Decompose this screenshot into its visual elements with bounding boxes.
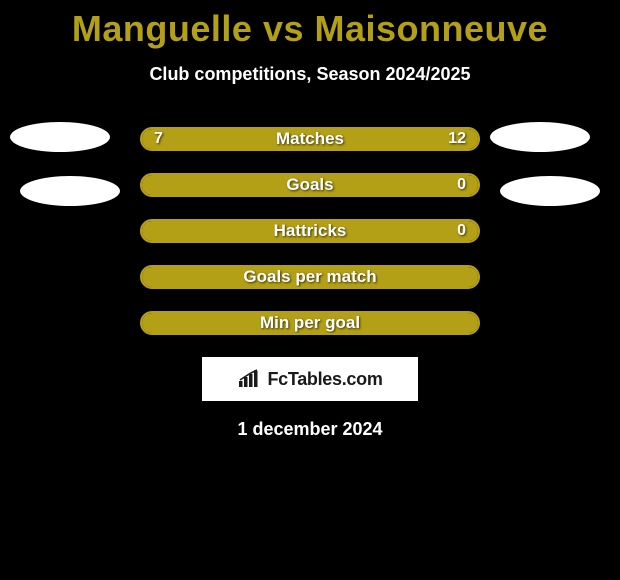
stat-row: Min per goal (140, 311, 480, 335)
stat-fill-left (142, 175, 478, 195)
brand-badge[interactable]: FcTables.com (202, 357, 418, 401)
stat-row: Goals0 (140, 173, 480, 197)
date: 1 december 2024 (0, 419, 620, 440)
decorative-oval (20, 176, 120, 206)
stat-fill-right (266, 129, 478, 149)
decorative-oval (10, 122, 110, 152)
chart-icon (237, 369, 261, 389)
stat-row: Hattricks0 (140, 219, 480, 243)
page-title: Manguelle vs Maisonneuve (0, 0, 620, 50)
stat-fill-left (142, 313, 478, 333)
subtitle: Club competitions, Season 2024/2025 (0, 64, 620, 85)
stat-row: Matches712 (140, 127, 480, 151)
stat-row: Goals per match (140, 265, 480, 289)
stat-rows: Matches712 Goals0 Hattricks0 Goals per matc… (0, 127, 620, 335)
stat-fill-left (142, 267, 478, 287)
stat-fill-left (142, 221, 478, 241)
decorative-oval (500, 176, 600, 206)
brand-text: FcTables.com (267, 369, 382, 390)
decorative-oval (490, 122, 590, 152)
stat-fill-left (142, 129, 266, 149)
